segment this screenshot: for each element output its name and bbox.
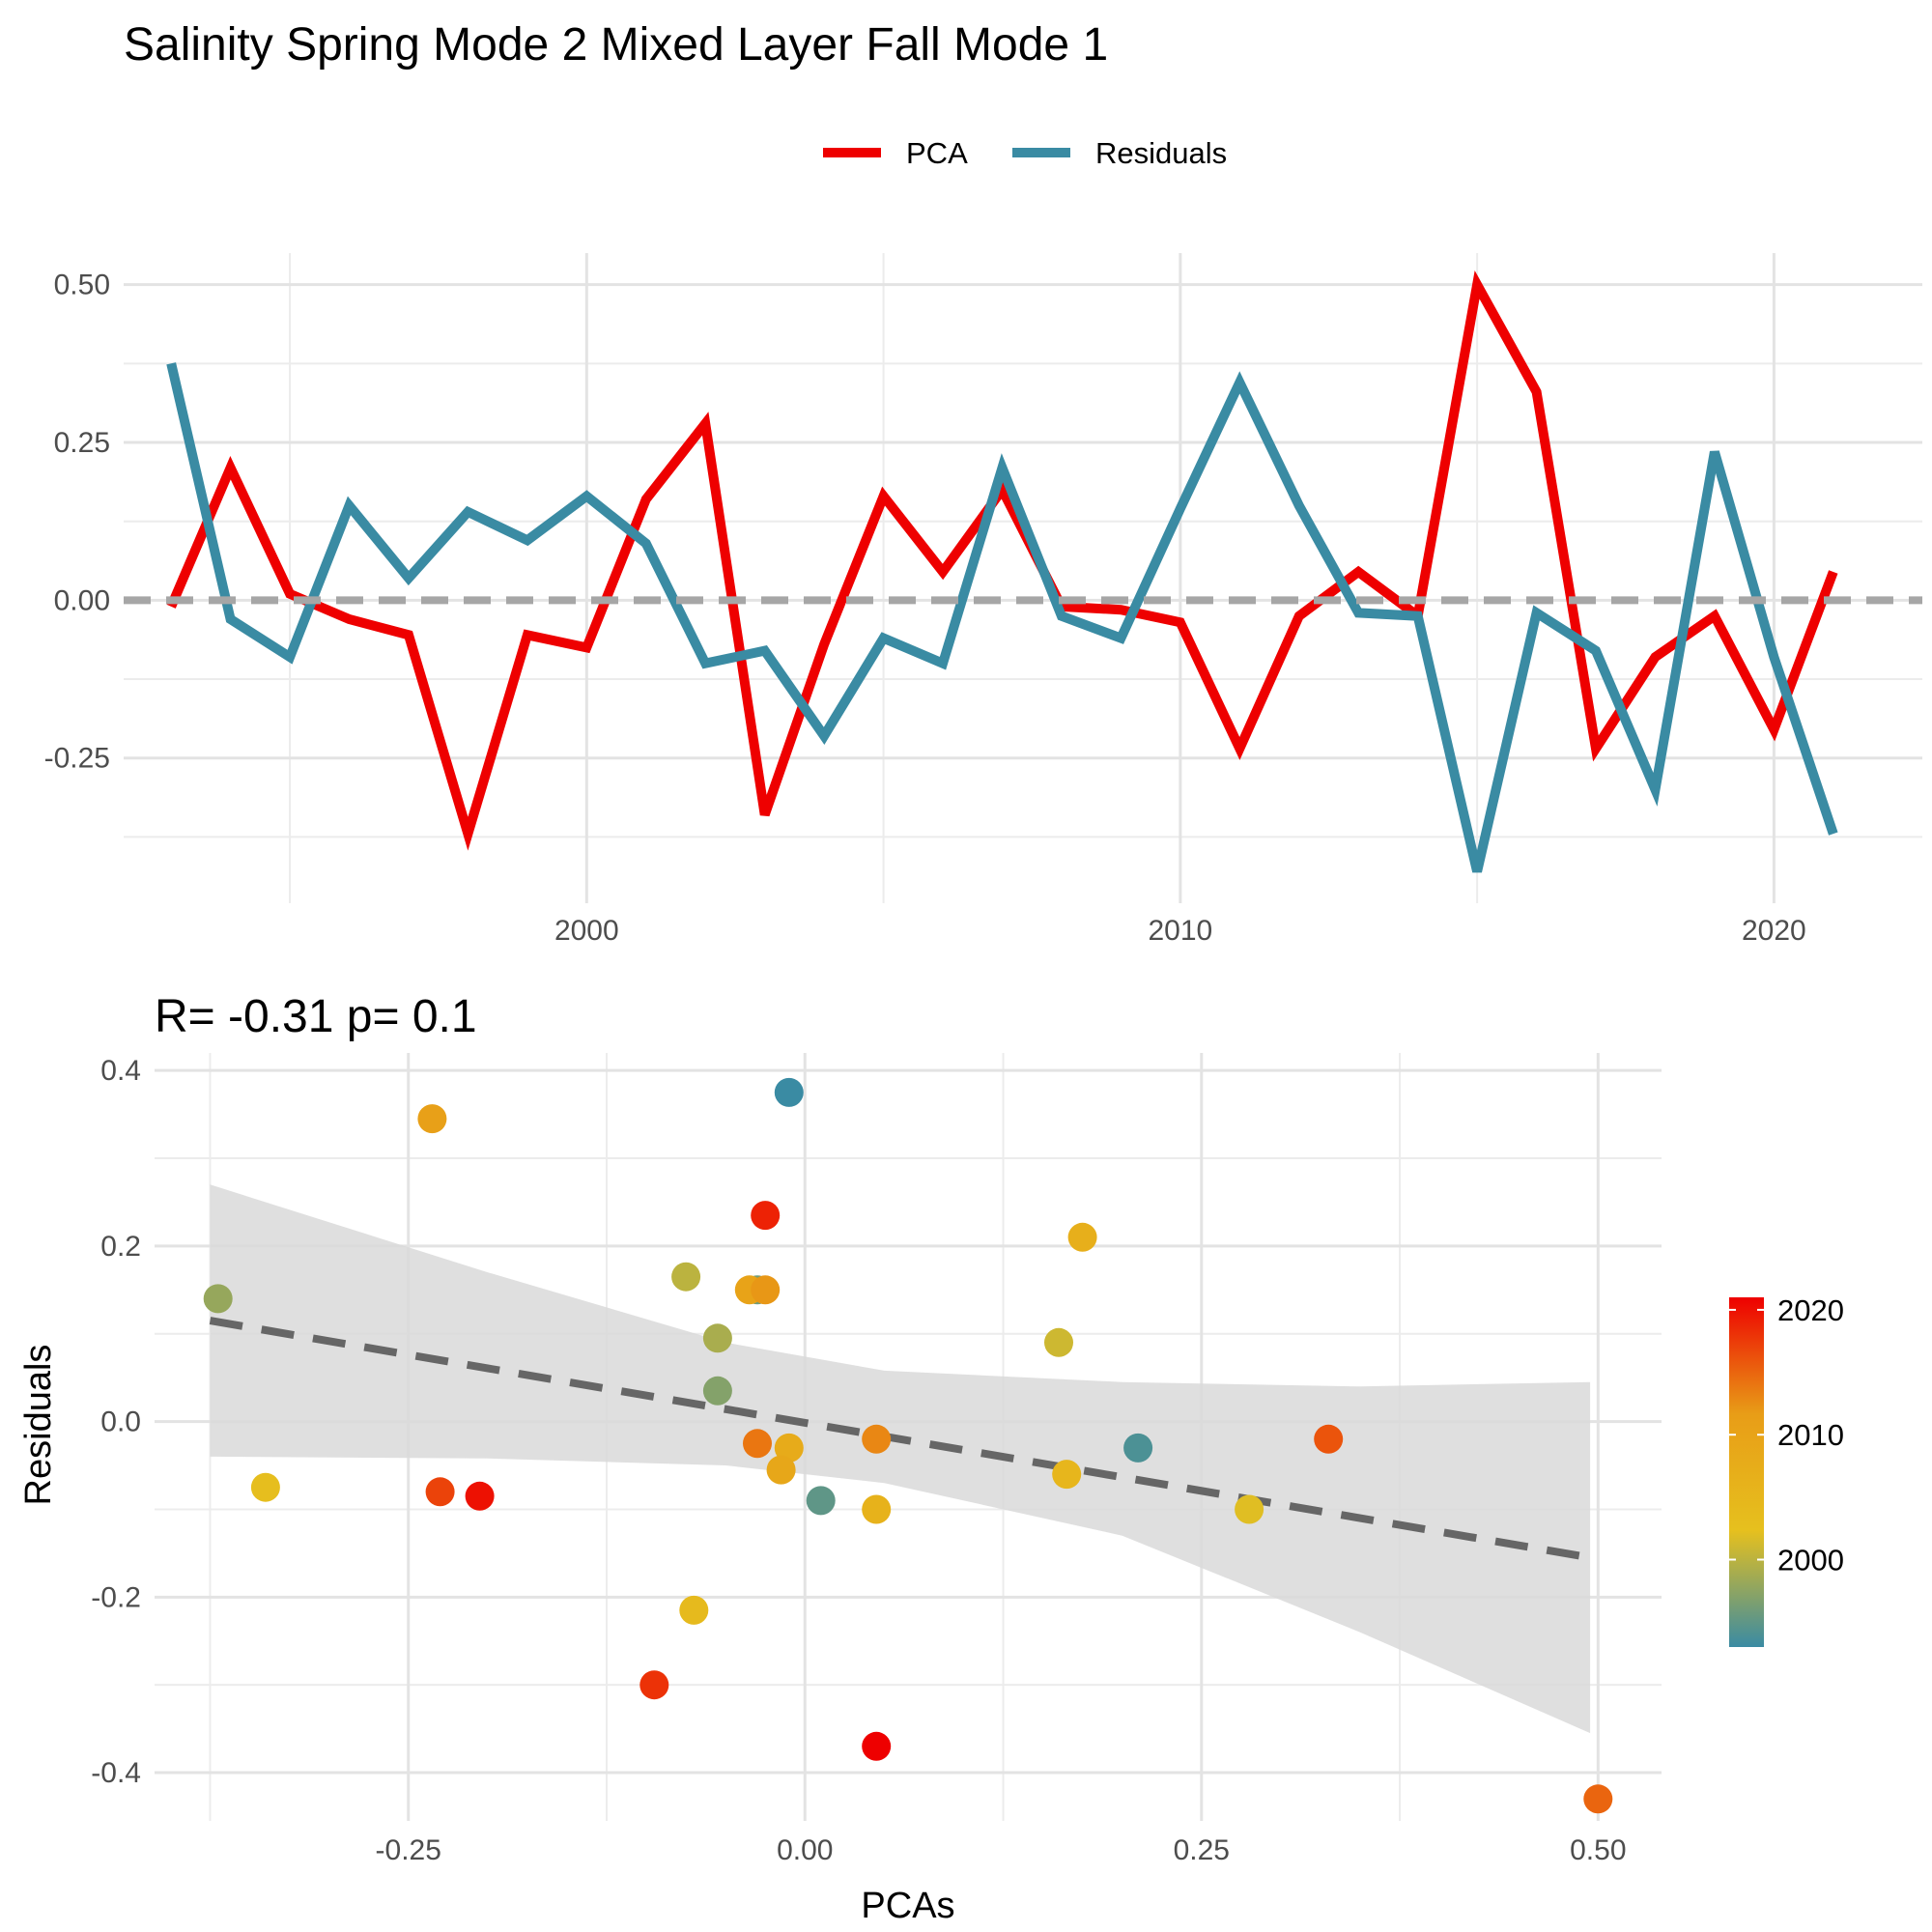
trend-line: [209, 1317, 1591, 1562]
series-line-residuals: [166, 362, 1838, 873]
y-tick-label: 0.2: [100, 1231, 141, 1263]
series-line-pca: [166, 270, 1838, 851]
scatter-point: [425, 1477, 455, 1507]
x-tick-label: 2010: [1148, 915, 1212, 947]
y-tick-label: 0.4: [100, 1055, 141, 1087]
scatter-point: [751, 1201, 781, 1231]
y-tick-label: -0.2: [91, 1581, 141, 1613]
y-tick-label: 0.25: [54, 427, 110, 459]
scatter-point: [751, 1275, 781, 1305]
y-tick-label: 0.0: [100, 1406, 141, 1438]
scatter-point: [862, 1494, 892, 1524]
chart-title: Salinity Spring Mode 2 Mixed Layer Fall …: [124, 19, 1108, 71]
scatter-point: [671, 1262, 701, 1292]
scatter-point: [1052, 1460, 1082, 1490]
colorbar: 2000 2010 2020: [1729, 1293, 1844, 1647]
x-tick-label: 2000: [554, 915, 619, 947]
time-series-panel: -0.25 0.00 0.25 0.50 2000 2010 2020: [44, 253, 1922, 947]
x-tick-label: 0.00: [777, 1834, 833, 1866]
scatter-point: [417, 1104, 447, 1134]
x-tick-label: 2020: [1742, 915, 1806, 947]
scatter-point: [1044, 1327, 1073, 1357]
y-tick-label: -0.4: [91, 1757, 141, 1789]
y-tick-label: 0.00: [54, 584, 110, 616]
scatter-point: [806, 1486, 836, 1516]
scatter-point: [774, 1077, 804, 1107]
legend: PCA Residuals: [823, 136, 1227, 170]
scatter-point: [766, 1455, 796, 1485]
y-tick-label: -0.25: [44, 743, 110, 775]
legend-label-residuals: Residuals: [1095, 136, 1227, 170]
x-tick-label: 0.25: [1174, 1834, 1230, 1866]
scatter-point: [203, 1284, 233, 1314]
scatter-point: [702, 1323, 732, 1353]
scatter-point: [639, 1670, 669, 1700]
scatter-point: [1235, 1494, 1264, 1524]
colorbar-tick-label: 2010: [1777, 1418, 1844, 1452]
scatter-y-axis-title: Residuals: [18, 1345, 59, 1506]
scatter-point: [743, 1429, 772, 1459]
scatter-point: [250, 1472, 280, 1502]
colorbar-tick-label: 2000: [1777, 1544, 1844, 1577]
scatter-point: [1314, 1424, 1344, 1454]
y-tick-label: 0.50: [54, 270, 110, 301]
scatter-point: [1067, 1222, 1097, 1252]
scatter-point: [465, 1481, 495, 1511]
scatter-point: [862, 1731, 892, 1761]
colorbar-ramp: [1729, 1297, 1764, 1647]
scatter-point: [1123, 1433, 1153, 1463]
confidence-band: [210, 1184, 1591, 1734]
scatter-point: [702, 1376, 732, 1406]
scatter-subtitle: R= -0.31 p= 0.1: [155, 991, 477, 1042]
x-tick-label: 0.50: [1570, 1834, 1626, 1866]
scatter-x-axis-title: PCAs: [861, 1886, 954, 1926]
x-tick-label: -0.25: [376, 1834, 441, 1866]
scatter-point: [679, 1595, 709, 1625]
scatter-panel: -0.4 -0.2 0.0 0.2 0.4 -0.25 0.00 0.25 0.50: [91, 1053, 1662, 1866]
scatter-point: [774, 1433, 804, 1463]
scatter-point: [862, 1424, 892, 1454]
legend-label-pca: PCA: [906, 136, 968, 170]
colorbar-tick-label: 2020: [1777, 1293, 1844, 1327]
scatter-point: [1583, 1784, 1613, 1814]
